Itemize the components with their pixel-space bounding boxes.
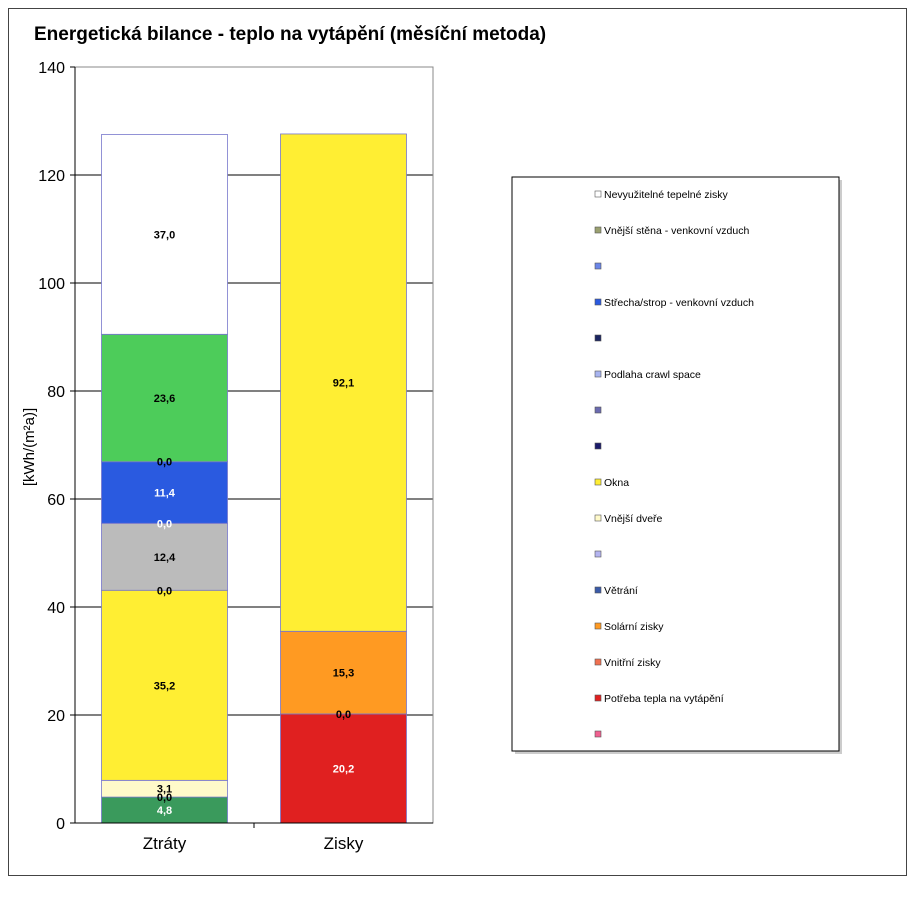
legend-label: Okna [604,477,629,489]
legend-swatch [594,694,602,702]
bars [101,133,407,824]
axes: 0 20 40 60 80 100 120 140 Ztráty Zisky [38,60,434,853]
data-label: 11,4 [154,488,176,500]
data-label: 35,2 [154,680,175,692]
x-tick-label: Ztráty [143,834,187,853]
data-labels: 20,20,015,392,14,80,03,135,20,012,40,011… [154,229,354,817]
y-tick-label: 80 [47,384,65,401]
legend-label: Solární zisky [604,621,664,633]
legend-label: Vnější dveře [604,513,663,525]
legend: Nevyužitelné tepelné zisky Vnější stěna -… [511,176,842,754]
y-tick-label: 100 [38,276,65,293]
bar-segment [280,133,407,632]
legend-label: Vnější stěna - venkovní vzduch [604,225,749,237]
bar-segment [101,796,228,824]
legend-swatch [594,622,602,630]
legend-label: Nevyužitelné tepelné zisky [604,189,728,201]
bar-segment [101,134,228,335]
legend-swatch [594,190,602,198]
legend-swatch [594,478,602,486]
legend-box [511,176,840,752]
data-label: 4,8 [157,805,172,817]
legend-label: Potřeba tepla na vytápění [604,693,724,705]
bar-segment [280,713,407,824]
data-label: 20,2 [333,763,354,775]
legend-swatch [594,262,602,270]
data-label: 0,0 [336,709,351,721]
legend-swatch [594,442,602,450]
y-tick-label: 0 [56,816,65,833]
y-tick-label: 120 [38,168,65,185]
legend-swatch [594,370,602,378]
bar-segment [280,630,407,715]
legend-swatch [594,334,602,342]
legend-swatch [594,406,602,414]
data-label: 0,0 [157,792,172,804]
legend-label: Podlaha crawl space [604,369,701,381]
y-tick-label: 40 [47,600,65,617]
data-label: 0,0 [157,518,172,530]
legend-label: Vnitřní zisky [604,657,661,669]
legend-swatch [594,514,602,522]
y-tick-label: 140 [38,60,65,77]
legend-swatch [594,730,602,738]
data-label: 15,3 [333,668,354,680]
x-tick-label: Zisky [324,834,364,853]
data-label: 23,6 [154,393,175,405]
data-label: 0,0 [157,585,172,597]
chart-title: Energetická bilance - teplo na vytápění … [34,24,546,45]
y-tick-label: 60 [47,492,65,509]
bar-segment [101,333,228,463]
legend-label: Střecha/strop - venkovní vzduch [604,297,754,309]
bar-segment [101,589,228,781]
data-label: 3,1 [157,784,172,796]
data-label: 92,1 [333,378,354,390]
data-label: 12,4 [154,552,176,564]
y-axis-label: [kWh/(m²a)] [21,408,38,486]
data-label: 37,0 [154,229,175,241]
data-label: 0,0 [157,457,172,469]
bar-segment [101,461,228,524]
legend-label: Větrání [604,585,638,597]
legend-swatch [594,658,602,666]
legend-swatch [594,298,602,306]
legend-swatch [594,586,602,594]
y-tick-label: 20 [47,708,65,725]
legend-swatch [594,550,602,558]
legend-swatch [594,226,602,234]
